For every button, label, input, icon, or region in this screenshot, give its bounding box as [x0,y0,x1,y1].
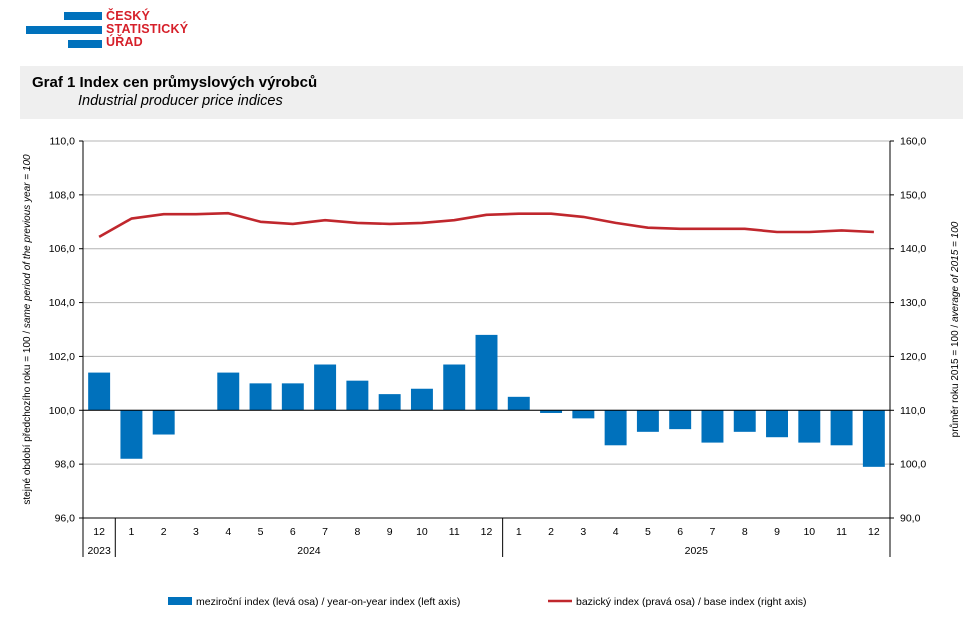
category-label: 1 [516,526,522,538]
bar [701,410,724,443]
left-axis-title-italic: same period of the previous year = 100 [22,154,33,328]
bar [475,334,498,411]
chart-title: Graf 1 Index cen průmyslových výrobců [32,74,318,91]
bar [862,410,885,467]
logo-line-2: STATISTICKÝ [106,22,189,36]
category-label: 12 [868,526,880,538]
chart-title-box: Graf 1 Index cen průmyslových výrobců In… [20,66,963,119]
bar [766,410,788,438]
csu-logo: ČESKÝ STATISTICKÝ ÚŘAD [26,10,206,52]
bar [152,410,175,435]
category-label: 6 [677,526,683,538]
category-label: 5 [258,526,264,538]
bar [669,410,692,430]
logo-stripes-icon [26,12,102,48]
logo-line-1: ČESKÝ [106,9,151,23]
left-axis-title-plain: stejné období předchozího roku = 100 / [22,328,33,505]
category-label: 2 [548,526,554,538]
bar [88,372,111,411]
bar [378,394,401,411]
left-tick-label: 100,0 [49,405,75,417]
category-label: 7 [322,526,328,538]
bar-series [88,334,885,467]
category-label: 6 [290,526,296,538]
year-label: 2025 [685,545,709,557]
category-label: 11 [449,526,460,538]
legend-bar-swatch [168,597,192,605]
right-tick-label: 130,0 [900,297,926,309]
left-tick-label: 102,0 [49,351,75,363]
right-tick-label: 140,0 [900,243,926,255]
category-label: 8 [742,526,748,538]
right-tick-label: 160,0 [900,136,926,148]
category-label: 8 [354,526,360,538]
line-series [98,211,874,239]
left-tick-label: 98,0 [55,459,76,471]
base-index-line [98,211,874,239]
category-label: 9 [774,526,780,538]
bar [572,410,595,419]
bar [443,364,466,411]
axes: 96,0 98,0 100,0 102,0 104,0 106,0 108,0 110,0 90… [22,136,961,557]
bar [604,410,627,446]
left-tick-label: 106,0 [49,243,75,255]
category-label: 4 [613,526,619,538]
right-tick-label: 110,0 [900,405,926,417]
category-label: 12 [93,526,105,538]
bar [507,396,530,411]
bar [281,383,304,411]
right-axis-title-italic: average of 2015 = 100 [950,221,961,322]
bar [410,388,433,411]
bar [636,410,659,432]
bar [120,410,143,459]
right-axis-title-plain: průměr roku 2015 = 100 / [949,322,961,437]
legend-bar-label: meziroční index (levá osa) / year-on-yea… [196,596,460,608]
left-tick-label: 96,0 [55,513,76,525]
category-label: 12 [481,526,493,538]
bar [798,410,821,443]
bar [249,383,272,411]
left-tick-label: 108,0 [49,189,75,201]
category-label: 5 [645,526,651,538]
right-tick-label: 120,0 [900,351,926,363]
year-label: 2023 [87,545,111,557]
bar [314,364,337,411]
legend-line-label: bazický index (pravá osa) / base index (… [576,596,807,608]
gridlines [83,140,890,519]
right-tick-label: 150,0 [900,189,926,201]
bar [217,372,240,411]
category-label: 10 [803,526,815,538]
category-label: 2 [161,526,167,538]
year-label: 2024 [297,545,321,557]
category-label: 1 [128,526,134,538]
category-label: 10 [416,526,428,538]
bar [733,410,756,432]
logo-line-3: ÚŘAD [106,35,143,49]
category-label: 9 [387,526,393,538]
chart-subtitle: Industrial producer price indices [78,93,283,109]
category-label: 3 [580,526,586,538]
legend: meziroční index (levá osa) / year-on-yea… [168,596,807,608]
right-tick-label: 90,0 [900,513,921,525]
category-label: 7 [710,526,716,538]
right-axis-title: průměr roku 2015 = 100 / average of 2015… [949,221,961,437]
left-axis-title: stejné období předchozího roku = 100 / s… [22,154,33,505]
right-tick-label: 100,0 [900,459,926,471]
category-label: 3 [193,526,199,538]
category-label: 11 [836,526,847,538]
left-tick-label: 104,0 [49,297,75,309]
bar [540,410,563,413]
left-tick-label: 110,0 [50,136,76,148]
category-label: 4 [225,526,231,538]
bar [346,380,369,411]
bar [830,410,853,446]
